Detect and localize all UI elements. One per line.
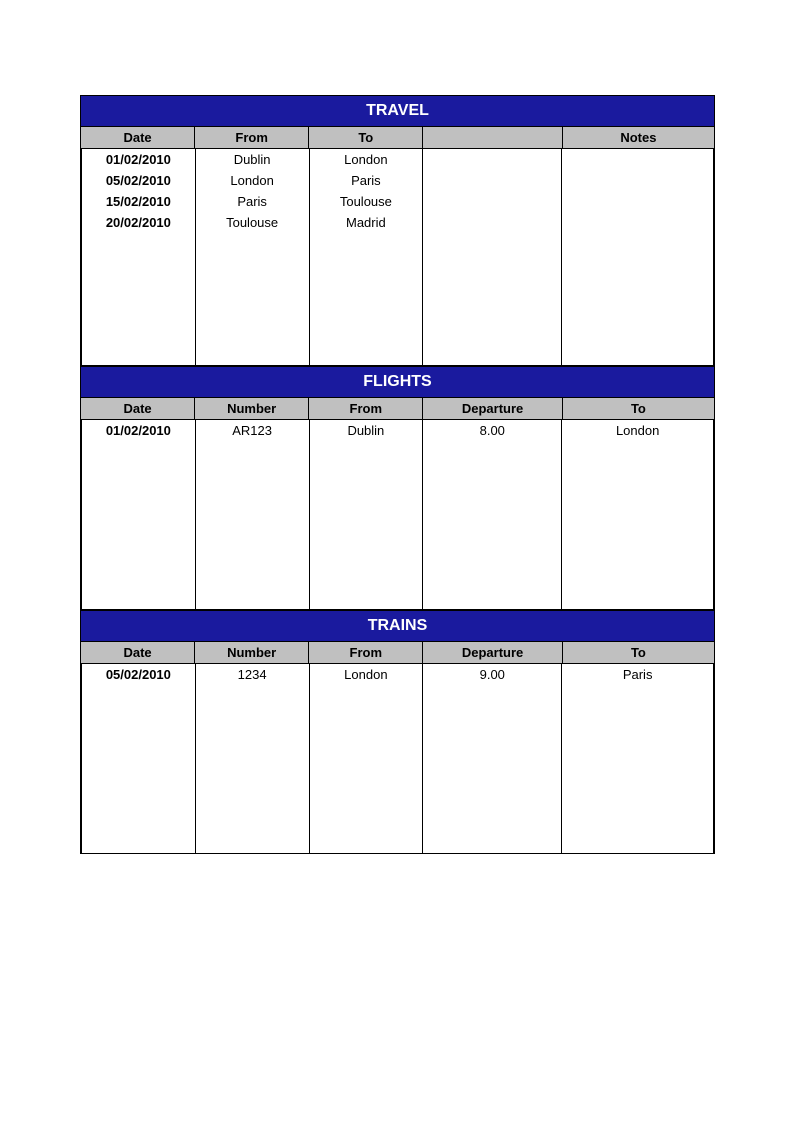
- travel-cell: [562, 170, 714, 191]
- trains-col-4: To: [562, 642, 714, 664]
- trains-cell: 9.00: [423, 664, 562, 685]
- filler-cell: [423, 233, 562, 365]
- travel-cell: London: [195, 170, 309, 191]
- travel-cell: Paris: [195, 191, 309, 212]
- itinerary-container: TRAVELDateFromToNotes01/02/2010DublinLon…: [80, 95, 715, 854]
- flights-cell: AR123: [195, 420, 309, 441]
- flights-cell: 01/02/2010: [82, 420, 196, 441]
- travel-cell: [562, 191, 714, 212]
- trains-header-table: DateNumberFromDepartureTo: [80, 641, 715, 664]
- travel-data-table: 01/02/2010DublinLondon05/02/2010LondonPa…: [81, 149, 714, 365]
- travel-cell: [562, 149, 714, 170]
- flights-title: FLIGHTS: [80, 366, 715, 397]
- trains-title: TRAINS: [80, 610, 715, 641]
- flights-col-4: To: [562, 398, 714, 420]
- filler-cell: [562, 233, 714, 365]
- filler-cell: [423, 685, 562, 853]
- travel-cell: Toulouse: [195, 212, 309, 233]
- travel-col-1: From: [195, 127, 309, 149]
- trains-cell: Paris: [562, 664, 714, 685]
- flights-data-table: 01/02/2010AR123Dublin8.00London: [81, 420, 714, 609]
- flights-cell: 8.00: [423, 420, 562, 441]
- filler-cell: [309, 685, 423, 853]
- travel-col-3: [423, 127, 562, 149]
- trains-col-3: Departure: [423, 642, 562, 664]
- filler-cell: [195, 685, 309, 853]
- filler-cell: [195, 233, 309, 365]
- travel-col-4: Notes: [562, 127, 714, 149]
- flights-cell: London: [562, 420, 714, 441]
- travel-cell: [562, 212, 714, 233]
- table-row: 20/02/2010ToulouseMadrid: [82, 212, 714, 233]
- flights-header-table: DateNumberFromDepartureTo: [80, 397, 715, 420]
- filler-cell: [309, 233, 423, 365]
- table-row: 15/02/2010ParisToulouse: [82, 191, 714, 212]
- travel-cell: 20/02/2010: [82, 212, 196, 233]
- table-row: 01/02/2010AR123Dublin8.00London: [82, 420, 714, 441]
- filler-row: [82, 685, 714, 853]
- travel-body: 01/02/2010DublinLondon05/02/2010LondonPa…: [80, 149, 715, 366]
- flights-cell: Dublin: [309, 420, 423, 441]
- travel-header-table: DateFromTo Notes: [80, 126, 715, 149]
- filler-cell: [423, 441, 562, 609]
- flights-col-3: Departure: [423, 398, 562, 420]
- filler-cell: [82, 441, 196, 609]
- travel-cell: London: [309, 149, 423, 170]
- travel-cell: Paris: [309, 170, 423, 191]
- travel-cell: 15/02/2010: [82, 191, 196, 212]
- filler-cell: [562, 685, 714, 853]
- travel-cell: 05/02/2010: [82, 170, 196, 191]
- travel-cell: 01/02/2010: [82, 149, 196, 170]
- travel-cell: [423, 212, 562, 233]
- filler-cell: [82, 233, 196, 365]
- flights-col-1: Number: [195, 398, 309, 420]
- travel-col-2: To: [309, 127, 423, 149]
- travel-cell: [423, 170, 562, 191]
- travel-cell: Madrid: [309, 212, 423, 233]
- travel-section: TRAVELDateFromToNotes01/02/2010DublinLon…: [80, 95, 715, 366]
- trains-cell: 1234: [195, 664, 309, 685]
- travel-title: TRAVEL: [80, 95, 715, 126]
- trains-data-table: 05/02/20101234London9.00Paris: [81, 664, 714, 853]
- flights-col-0: Date: [81, 398, 195, 420]
- travel-cell: Toulouse: [309, 191, 423, 212]
- filler-cell: [309, 441, 423, 609]
- flights-body: 01/02/2010AR123Dublin8.00London: [80, 420, 715, 610]
- flights-section: FLIGHTSDateNumberFromDepartureTo01/02/20…: [80, 366, 715, 610]
- travel-col-0: Date: [81, 127, 195, 149]
- trains-cell: 05/02/2010: [82, 664, 196, 685]
- flights-col-2: From: [309, 398, 423, 420]
- trains-col-0: Date: [81, 642, 195, 664]
- travel-cell: [423, 191, 562, 212]
- filler-cell: [195, 441, 309, 609]
- trains-body: 05/02/20101234London9.00Paris: [80, 664, 715, 854]
- travel-cell: Dublin: [195, 149, 309, 170]
- trains-cell: London: [309, 664, 423, 685]
- filler-row: [82, 233, 714, 365]
- table-row: 05/02/20101234London9.00Paris: [82, 664, 714, 685]
- filler-row: [82, 441, 714, 609]
- table-row: 05/02/2010LondonParis: [82, 170, 714, 191]
- filler-cell: [562, 441, 714, 609]
- travel-cell: [423, 149, 562, 170]
- trains-section: TRAINSDateNumberFromDepartureTo05/02/201…: [80, 610, 715, 854]
- trains-col-1: Number: [195, 642, 309, 664]
- trains-col-2: From: [309, 642, 423, 664]
- table-row: 01/02/2010DublinLondon: [82, 149, 714, 170]
- filler-cell: [82, 685, 196, 853]
